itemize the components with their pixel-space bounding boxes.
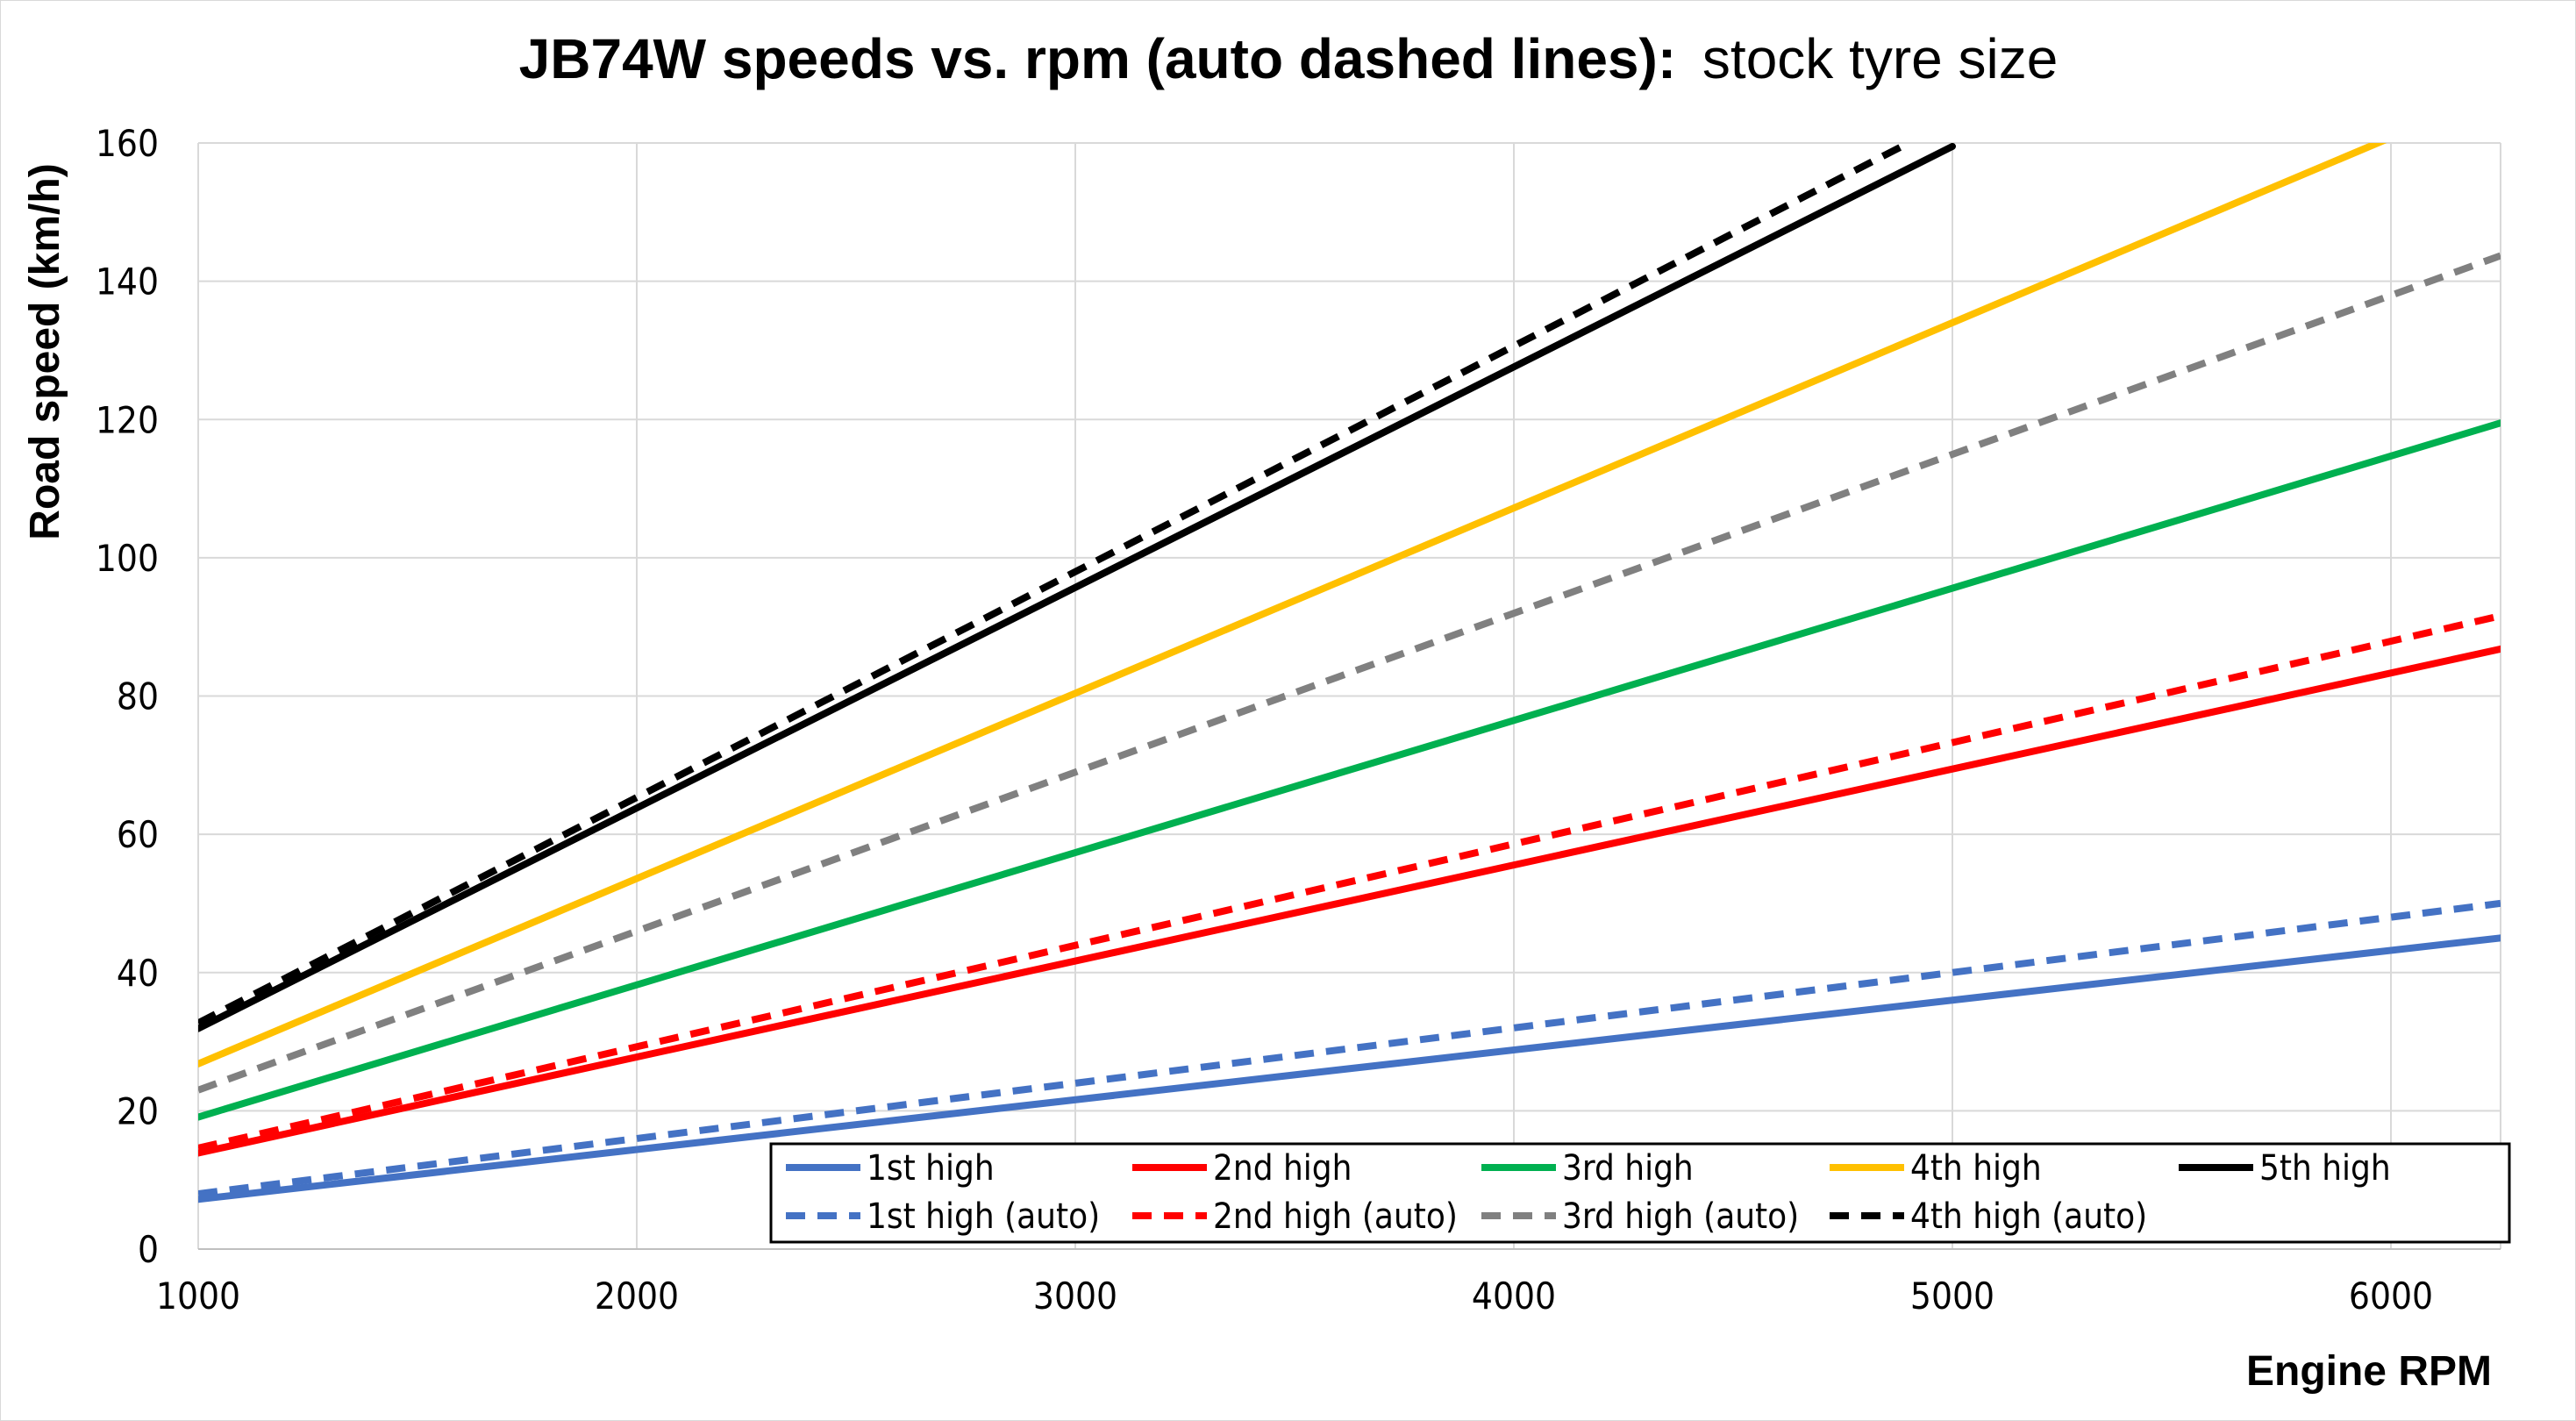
x-axis-title: Engine RPM: [2246, 1348, 2492, 1395]
legend-label: 1st high (auto): [867, 1196, 1100, 1237]
y-tick-label: 120: [96, 398, 159, 441]
legend-label: 2nd high (auto): [1213, 1196, 1458, 1237]
series-line-3: [198, 419, 2501, 1121]
legend-label: 3rd high (auto): [1562, 1196, 1799, 1237]
x-tick-label: 4000: [1472, 1275, 1556, 1317]
y-tick-label: 100: [96, 537, 159, 580]
series-line-2: [198, 645, 2501, 1157]
legend-label: 2nd high: [1213, 1148, 1352, 1189]
chart-title-bold: JB74W speeds vs. rpm (auto dashed lines)…: [519, 27, 1676, 90]
x-tick-label: 6000: [2349, 1275, 2433, 1317]
series-line-9: [198, 143, 1910, 1026]
x-tick-label: 1000: [156, 1275, 240, 1317]
grid: [197, 142, 2501, 1250]
legend-label: 5th high: [2259, 1148, 2391, 1189]
series-lines: [198, 143, 2501, 1203]
legend-label: 3rd high: [1562, 1148, 1694, 1189]
series-line-7: [198, 612, 2501, 1152]
legend: 1st high 2nd high 3rd high 4th high 5th high…: [769, 1142, 2511, 1244]
chart-title: JB74W speeds vs. rpm (auto dashed lines)…: [519, 27, 2059, 90]
legend-label: 4th high (auto): [1910, 1196, 2147, 1237]
y-tick-label: 160: [96, 122, 159, 165]
series-line-8: [198, 252, 2501, 1094]
y-tick-label: 40: [117, 952, 159, 995]
y-tick-label: 20: [117, 1089, 159, 1132]
series-line-1: [198, 934, 2501, 1203]
axes: 0 20 40 60 80 100 120 140 160 1000 2000 3000 4000 500…: [22, 122, 2501, 1395]
x-tick-label: 3000: [1033, 1275, 1117, 1317]
y-tick-label: 80: [117, 675, 159, 718]
legend-label: 4th high: [1910, 1148, 2042, 1189]
y-axis-title: Road speed (km/h): [22, 163, 68, 539]
series-line-5: [198, 143, 1956, 1032]
chart-title-regular: stock tyre size: [1702, 27, 2058, 90]
y-tick-label: 140: [96, 261, 159, 303]
x-tick-label: 5000: [1910, 1275, 1994, 1317]
legend-box: [769, 1142, 2511, 1244]
y-tick-label: 60: [117, 813, 159, 856]
series-line-6: [198, 899, 2501, 1197]
x-tick-label: 2000: [595, 1275, 679, 1317]
series-line-4: [198, 143, 2387, 1068]
legend-label: 1st high: [867, 1148, 995, 1189]
y-tick-label: 0: [138, 1228, 159, 1271]
